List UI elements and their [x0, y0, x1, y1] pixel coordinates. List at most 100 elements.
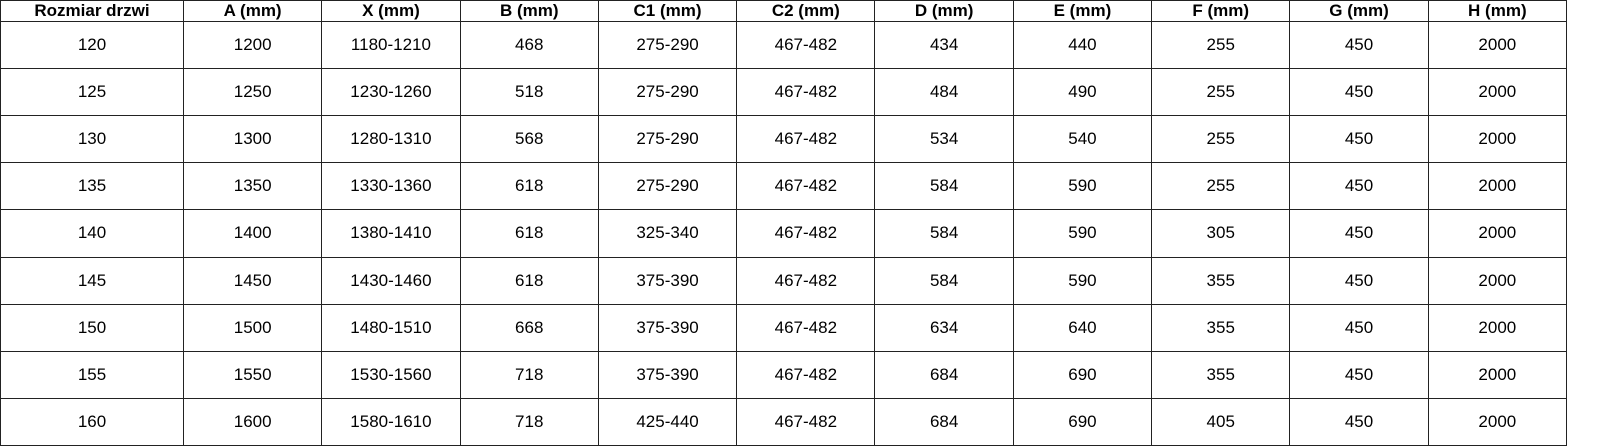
table-cell: 355: [1151, 256, 1291, 305]
table-cell: 450: [1289, 115, 1429, 164]
table-cell: 2000: [1427, 162, 1568, 211]
table-cell: 2000: [1427, 115, 1568, 164]
column-header: D (mm): [874, 0, 1014, 22]
table-cell: 375-390: [597, 256, 738, 305]
table-row: 130 1300 1280-1310 568 275-290 467-482 534 540 2…: [0, 115, 1568, 164]
header-row: Rozmiar drzwi A (mm) X (mm) B (mm) C1 (mm) C2…: [0, 0, 1568, 22]
column-header: C2 (mm): [736, 0, 876, 22]
table-cell: 450: [1289, 397, 1429, 447]
table-cell: 2000: [1427, 256, 1568, 305]
table-row: 125 1250 1230-1260 518 275-290 467-482 484 490 2…: [0, 68, 1568, 117]
table-cell: 467-482: [736, 350, 876, 399]
table-cell: 450: [1289, 20, 1429, 70]
table-cell: 534: [874, 115, 1014, 164]
table-cell: 2000: [1427, 209, 1568, 258]
table-cell: 490: [1012, 68, 1153, 117]
table-cell: 355: [1151, 350, 1291, 399]
column-header: F (mm): [1151, 0, 1291, 22]
table-cell: 690: [1012, 397, 1153, 447]
table-row: 120 1200 1180-1210 468 275-290 467-482 434 440 2…: [0, 20, 1568, 70]
table-row: 135 1350 1330-1360 618 275-290 467-482 584 590 2…: [0, 162, 1568, 211]
table-cell: 145: [0, 256, 184, 305]
table-cell: 484: [874, 68, 1014, 117]
table-cell: 467-482: [736, 162, 876, 211]
table-cell: 618: [459, 162, 599, 211]
table-cell: 275-290: [597, 162, 738, 211]
table-cell: 568: [459, 115, 599, 164]
table-cell: 467-482: [736, 209, 876, 258]
table-cell: 684: [874, 350, 1014, 399]
table-cell: 140: [0, 209, 184, 258]
table-cell: 1180-1210: [321, 20, 461, 70]
table-cell: 1430-1460: [321, 256, 461, 305]
table-cell: 450: [1289, 209, 1429, 258]
table-cell: 467-482: [736, 256, 876, 305]
table-cell: 375-390: [597, 303, 738, 352]
table-cell: 434: [874, 20, 1014, 70]
table-cell: 1480-1510: [321, 303, 461, 352]
table-cell: 690: [1012, 350, 1153, 399]
column-header: X (mm): [321, 0, 461, 22]
table-row: 155 1550 1530-1560 718 375-390 467-482 684 690 3…: [0, 350, 1568, 399]
table-cell: 150: [0, 303, 184, 352]
table-cell: 1380-1410: [321, 209, 461, 258]
table-cell: 2000: [1427, 303, 1568, 352]
table-cell: 718: [459, 397, 599, 447]
table-cell: 618: [459, 209, 599, 258]
table-cell: 718: [459, 350, 599, 399]
table-cell: 1230-1260: [321, 68, 461, 117]
table-cell: 1500: [182, 303, 323, 352]
table-cell: 584: [874, 256, 1014, 305]
table-cell: 130: [0, 115, 184, 164]
table-cell: 405: [1151, 397, 1291, 447]
table-cell: 255: [1151, 162, 1291, 211]
table-cell: 1580-1610: [321, 397, 461, 447]
table-cell: 468: [459, 20, 599, 70]
table-cell: 467-482: [736, 115, 876, 164]
table-cell: 2000: [1427, 350, 1568, 399]
table-cell: 125: [0, 68, 184, 117]
table-cell: 355: [1151, 303, 1291, 352]
column-header: H (mm): [1427, 0, 1568, 22]
column-header: E (mm): [1012, 0, 1153, 22]
table-cell: 305: [1151, 209, 1291, 258]
column-header: C1 (mm): [597, 0, 738, 22]
table-cell: 255: [1151, 115, 1291, 164]
table-cell: 1200: [182, 20, 323, 70]
table-cell: 450: [1289, 350, 1429, 399]
table-cell: 668: [459, 303, 599, 352]
column-header: A (mm): [182, 0, 323, 22]
table-cell: 467-482: [736, 397, 876, 447]
table-cell: 1530-1560: [321, 350, 461, 399]
table-cell: 540: [1012, 115, 1153, 164]
table-row: 150 1500 1480-1510 668 375-390 467-482 634 640 3…: [0, 303, 1568, 352]
table-cell: 275-290: [597, 68, 738, 117]
table-cell: 450: [1289, 256, 1429, 305]
column-header: G (mm): [1289, 0, 1429, 22]
table-cell: 1600: [182, 397, 323, 447]
table-cell: 640: [1012, 303, 1153, 352]
table-cell: 160: [0, 397, 184, 447]
table-row: 160 1600 1580-1610 718 425-440 467-482 684 690 4…: [0, 397, 1568, 447]
table-cell: 155: [0, 350, 184, 399]
table-cell: 1280-1310: [321, 115, 461, 164]
table-cell: 2000: [1427, 68, 1568, 117]
table-cell: 584: [874, 209, 1014, 258]
column-header: B (mm): [459, 0, 599, 22]
table-cell: 590: [1012, 162, 1153, 211]
table-cell: 135: [0, 162, 184, 211]
table-cell: 467-482: [736, 20, 876, 70]
table-cell: 450: [1289, 303, 1429, 352]
table-cell: 1550: [182, 350, 323, 399]
table-cell: 255: [1151, 20, 1291, 70]
table-cell: 440: [1012, 20, 1153, 70]
table-cell: 584: [874, 162, 1014, 211]
table-cell: 2000: [1427, 397, 1568, 447]
table-cell: 467-482: [736, 303, 876, 352]
table-cell: 467-482: [736, 68, 876, 117]
table-cell: 590: [1012, 256, 1153, 305]
table-row: 140 1400 1380-1410 618 325-340 467-482 584 590 3…: [0, 209, 1568, 258]
table-cell: 325-340: [597, 209, 738, 258]
column-header: Rozmiar drzwi: [0, 0, 184, 22]
table-row: 145 1450 1430-1460 618 375-390 467-482 584 590 3…: [0, 256, 1568, 305]
